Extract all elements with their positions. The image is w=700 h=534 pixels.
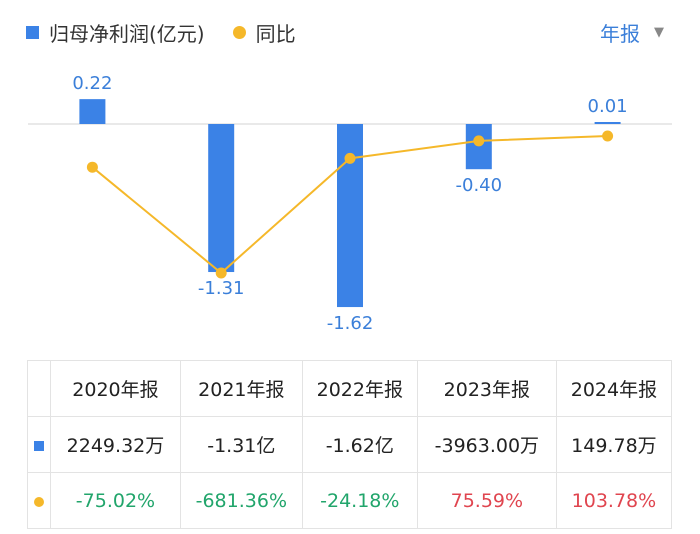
chevron-down-icon: ▼ — [654, 25, 664, 40]
yoy-point — [344, 152, 356, 164]
table-cell: 75.59% — [416, 472, 557, 529]
table-row-yoy: -75.02% -681.36% -24.18% 75.59% 103.78% — [27, 472, 673, 529]
bar-data-label: 0.01 — [588, 96, 628, 117]
bar — [465, 124, 492, 170]
table-header-cell: 2022年报 — [301, 360, 418, 417]
table-row-icon-cell — [27, 472, 51, 529]
bar-data-label: -1.62 — [327, 313, 374, 334]
bar — [208, 124, 235, 273]
period-selector-value: 年报 — [600, 22, 640, 46]
table-corner-cell — [27, 360, 51, 417]
table-cell: -1.31亿 — [179, 416, 303, 473]
table-cell: -681.36% — [179, 472, 303, 529]
bar-data-label: 0.22 — [72, 73, 112, 94]
table-cell: 149.78万 — [555, 416, 673, 473]
chart-legend: 归母净利润(亿元) 同比 — [26, 18, 296, 47]
table-header-cell: 2020年报 — [50, 360, 181, 417]
table-header-cell: 2021年报 — [179, 360, 303, 417]
bar — [337, 124, 363, 308]
table-header-row: 2020年报 2021年报 2022年报 2023年报 2024年报 — [27, 360, 673, 417]
table-cell: -3963.00万 — [416, 416, 557, 473]
line-legend-label: 同比 — [255, 22, 296, 46]
bar — [79, 99, 106, 124]
line-legend-icon — [232, 26, 246, 39]
line-dot-icon — [34, 496, 44, 507]
table-row-icon-cell — [27, 416, 51, 473]
table-header-cell: 2024年报 — [555, 360, 673, 417]
bar-data-label: -0.40 — [456, 175, 503, 196]
yoy-point — [86, 161, 98, 173]
yoy-point — [602, 130, 614, 142]
combo-chart: 0.22 -1.31 -1.62 -0.40 0.01 — [28, 73, 672, 334]
period-selector[interactable]: 年报 ▼ — [600, 18, 664, 47]
yoy-point — [473, 135, 485, 147]
bar-legend-icon — [26, 26, 39, 39]
bar-icon — [34, 440, 44, 451]
data-table: 2020年报 2021年报 2022年报 2023年报 2024年报 2249.… — [27, 360, 673, 529]
table-cell: -75.02% — [50, 472, 181, 529]
bar-legend-label: 归母净利润(亿元) — [49, 22, 205, 46]
bar — [594, 122, 621, 124]
table-cell: -24.18% — [301, 472, 418, 529]
table-header-cell: 2023年报 — [416, 360, 557, 417]
table-cell: -1.62亿 — [301, 416, 418, 473]
table-row-profit: 2249.32万 -1.31亿 -1.62亿 -3963.00万 149.78万 — [27, 416, 673, 473]
table-cell: 103.78% — [555, 472, 673, 529]
table-cell: 2249.32万 — [50, 416, 181, 473]
yoy-point — [215, 267, 227, 279]
bar-data-label: -1.31 — [198, 278, 245, 299]
